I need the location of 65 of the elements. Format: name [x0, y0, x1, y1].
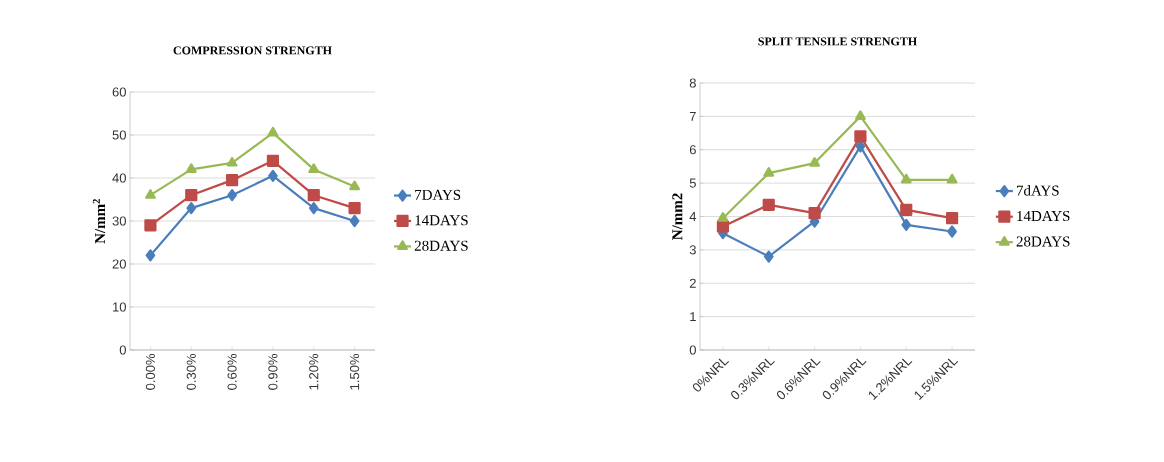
point [225, 174, 239, 187]
legend-label: 28DAYS [414, 240, 468, 251]
y-tick-label: 4 [689, 212, 697, 221]
legend-label: 28DAYS [1016, 236, 1070, 247]
x-tick-label: 1.50% [349, 353, 360, 390]
legend-label: 7dAYS [1016, 185, 1059, 196]
point [900, 203, 913, 216]
chart-title: COMPRESSION STRENGTH [173, 46, 332, 55]
point [308, 201, 319, 215]
point [900, 173, 912, 184]
y-tick-label: 50 [112, 130, 126, 140]
y-tick-label: 20 [112, 259, 126, 269]
y-tick-label: 40 [112, 173, 126, 183]
point [266, 154, 280, 167]
point [946, 173, 958, 184]
point [945, 212, 959, 225]
y-tick-label: 10 [113, 302, 126, 312]
legend-label: 7DAYS [415, 189, 461, 200]
y-tick-label: 8 [689, 78, 696, 88]
point [145, 189, 156, 199]
y-tick-label: 3 [689, 245, 696, 255]
y-tick-label: 2 [689, 278, 696, 288]
y-tick-label: 7 [689, 111, 696, 121]
point [808, 207, 821, 220]
point [307, 189, 320, 202]
point [145, 249, 156, 262]
y-tick-label: 5 [689, 178, 696, 188]
point [144, 219, 157, 232]
y-axis-title: N/mm2 [672, 193, 683, 240]
point [716, 220, 730, 233]
x-tick-label: 1.20% [309, 353, 319, 390]
y-tick-label: 60 [112, 87, 126, 97]
point [763, 250, 774, 263]
legend-label: 14DAYS [1017, 211, 1070, 222]
x-tick-label: 0.00% [145, 353, 156, 390]
point [185, 189, 198, 202]
legend-label: 14DAYS [415, 215, 468, 226]
x-tick-label: 0.90% [268, 353, 278, 390]
y-axis-title: N/mm$^{2}$ [92, 199, 106, 244]
point [717, 212, 729, 222]
x-tick-label: 0.30% [186, 353, 196, 390]
point [947, 225, 957, 238]
point [349, 214, 360, 228]
point [227, 189, 237, 202]
point [854, 130, 867, 143]
chart-title: SPLIT TENSILE STRENGTH [758, 37, 917, 46]
point [763, 167, 775, 177]
point [267, 126, 279, 137]
point [349, 180, 361, 191]
point [762, 198, 775, 211]
y-tick-label: 6 [689, 145, 696, 155]
x-tick-label: 0.60% [227, 353, 237, 390]
y-tick-label: 0 [689, 345, 696, 355]
point [186, 201, 197, 215]
y-tick-label: 30 [112, 216, 126, 226]
point [809, 156, 821, 167]
point [854, 110, 866, 120]
point [268, 169, 278, 182]
y-tick-label: 0 [119, 345, 126, 355]
point [348, 201, 361, 215]
point [308, 163, 320, 173]
y-tick-label: 1 [690, 312, 696, 322]
point [185, 163, 197, 173]
point [226, 156, 238, 167]
point [901, 218, 912, 231]
